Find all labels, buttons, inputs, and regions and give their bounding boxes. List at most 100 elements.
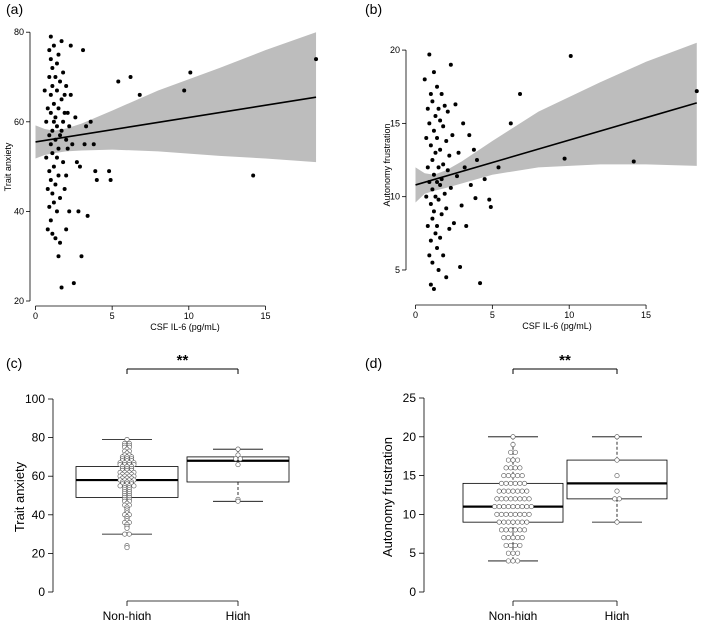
data-point xyxy=(510,442,516,448)
data-point xyxy=(512,449,518,455)
data-point xyxy=(431,128,436,133)
data-point xyxy=(519,473,525,479)
data-point xyxy=(51,43,56,48)
data-point xyxy=(81,48,86,53)
data-point xyxy=(459,203,464,208)
data-point xyxy=(435,180,440,185)
y-tick-label: 0 xyxy=(409,585,416,599)
data-point xyxy=(424,136,429,141)
data-point xyxy=(131,483,137,489)
data-point xyxy=(462,165,467,170)
y-tick-label: 25 xyxy=(403,391,417,405)
data-point xyxy=(614,434,620,440)
data-point xyxy=(508,527,514,533)
data-point xyxy=(510,558,516,564)
data-point xyxy=(508,465,514,471)
y-axis-label: Autonomy frustration xyxy=(380,437,395,557)
data-point xyxy=(124,437,130,443)
data-point xyxy=(521,527,527,533)
data-point xyxy=(614,457,620,463)
data-point xyxy=(235,498,241,504)
data-point xyxy=(439,212,444,217)
data-point xyxy=(61,160,66,165)
data-point xyxy=(524,519,530,525)
y-tick-label: 5 xyxy=(409,546,416,560)
data-point xyxy=(508,496,514,502)
data-point xyxy=(515,488,521,494)
x-tick-label: 15 xyxy=(641,310,651,320)
data-point xyxy=(519,535,525,541)
data-point xyxy=(488,204,493,209)
data-point xyxy=(438,147,443,152)
data-point xyxy=(50,231,55,236)
panel-label-a: (a) xyxy=(6,1,23,17)
y-tick-label: 80 xyxy=(32,431,46,445)
data-point xyxy=(478,281,483,286)
data-point xyxy=(314,57,319,62)
data-point xyxy=(524,488,530,494)
data-point xyxy=(68,43,73,48)
data-point xyxy=(474,158,479,163)
data-point xyxy=(505,473,511,479)
y-axis-label: Trait anxiety xyxy=(3,142,13,191)
data-point xyxy=(79,254,84,259)
data-point xyxy=(473,196,478,201)
data-point xyxy=(433,194,438,199)
scatter-panel-b: 0 5 10 15 CSF IL-6 (pg/mL) 5 10 15 20 Autonomy fr… xyxy=(382,42,699,331)
data-point xyxy=(50,128,55,133)
data-point xyxy=(508,480,514,486)
data-point xyxy=(433,150,438,155)
x-category-label: High xyxy=(605,609,630,620)
data-point xyxy=(435,136,440,141)
x-tick-label: 15 xyxy=(260,311,270,321)
y-tick-label: 10 xyxy=(390,192,400,202)
data-point xyxy=(515,457,521,463)
data-point xyxy=(505,457,511,463)
data-point xyxy=(451,221,456,226)
data-point xyxy=(442,103,447,108)
data-point xyxy=(439,92,444,97)
data-point xyxy=(510,473,516,479)
data-point xyxy=(482,177,487,182)
data-point xyxy=(53,182,58,187)
y-tick-label: 60 xyxy=(14,117,24,127)
data-point xyxy=(425,106,430,111)
data-point xyxy=(501,488,507,494)
y-tick-label: 0 xyxy=(38,585,45,599)
data-point xyxy=(521,480,527,486)
data-point xyxy=(518,92,523,97)
y-tick-label: 5 xyxy=(395,265,400,275)
y-axis-label: Trait anxiety xyxy=(12,461,27,532)
data-point xyxy=(77,164,82,169)
data-point xyxy=(48,218,53,223)
data-point xyxy=(445,109,450,114)
data-point xyxy=(528,504,534,510)
data-point xyxy=(510,434,516,440)
data-point xyxy=(453,102,458,107)
data-point xyxy=(235,462,241,468)
data-point xyxy=(444,138,449,143)
data-point xyxy=(430,187,435,192)
data-point xyxy=(436,197,441,202)
data-point xyxy=(122,531,128,537)
data-point xyxy=(503,527,509,533)
y-tick-label: 15 xyxy=(403,469,417,483)
data-point xyxy=(444,206,449,211)
y-tick-label: 10 xyxy=(403,507,417,521)
data-point xyxy=(436,267,441,272)
data-point xyxy=(76,209,81,214)
y-tick-label: 40 xyxy=(14,206,24,216)
x-category-label: Non-high xyxy=(489,609,538,620)
data-point xyxy=(67,124,72,129)
y-tick-label: 100 xyxy=(25,392,45,406)
data-point xyxy=(91,142,96,147)
significance-label: ** xyxy=(559,352,571,369)
x-axis-label: CSF IL-6 (pg/mL) xyxy=(150,322,220,332)
data-point xyxy=(45,187,50,191)
data-point xyxy=(422,77,427,82)
data-point xyxy=(612,496,618,502)
data-point xyxy=(508,449,514,455)
data-point xyxy=(58,79,63,84)
data-point xyxy=(512,527,518,533)
data-point xyxy=(48,142,53,147)
